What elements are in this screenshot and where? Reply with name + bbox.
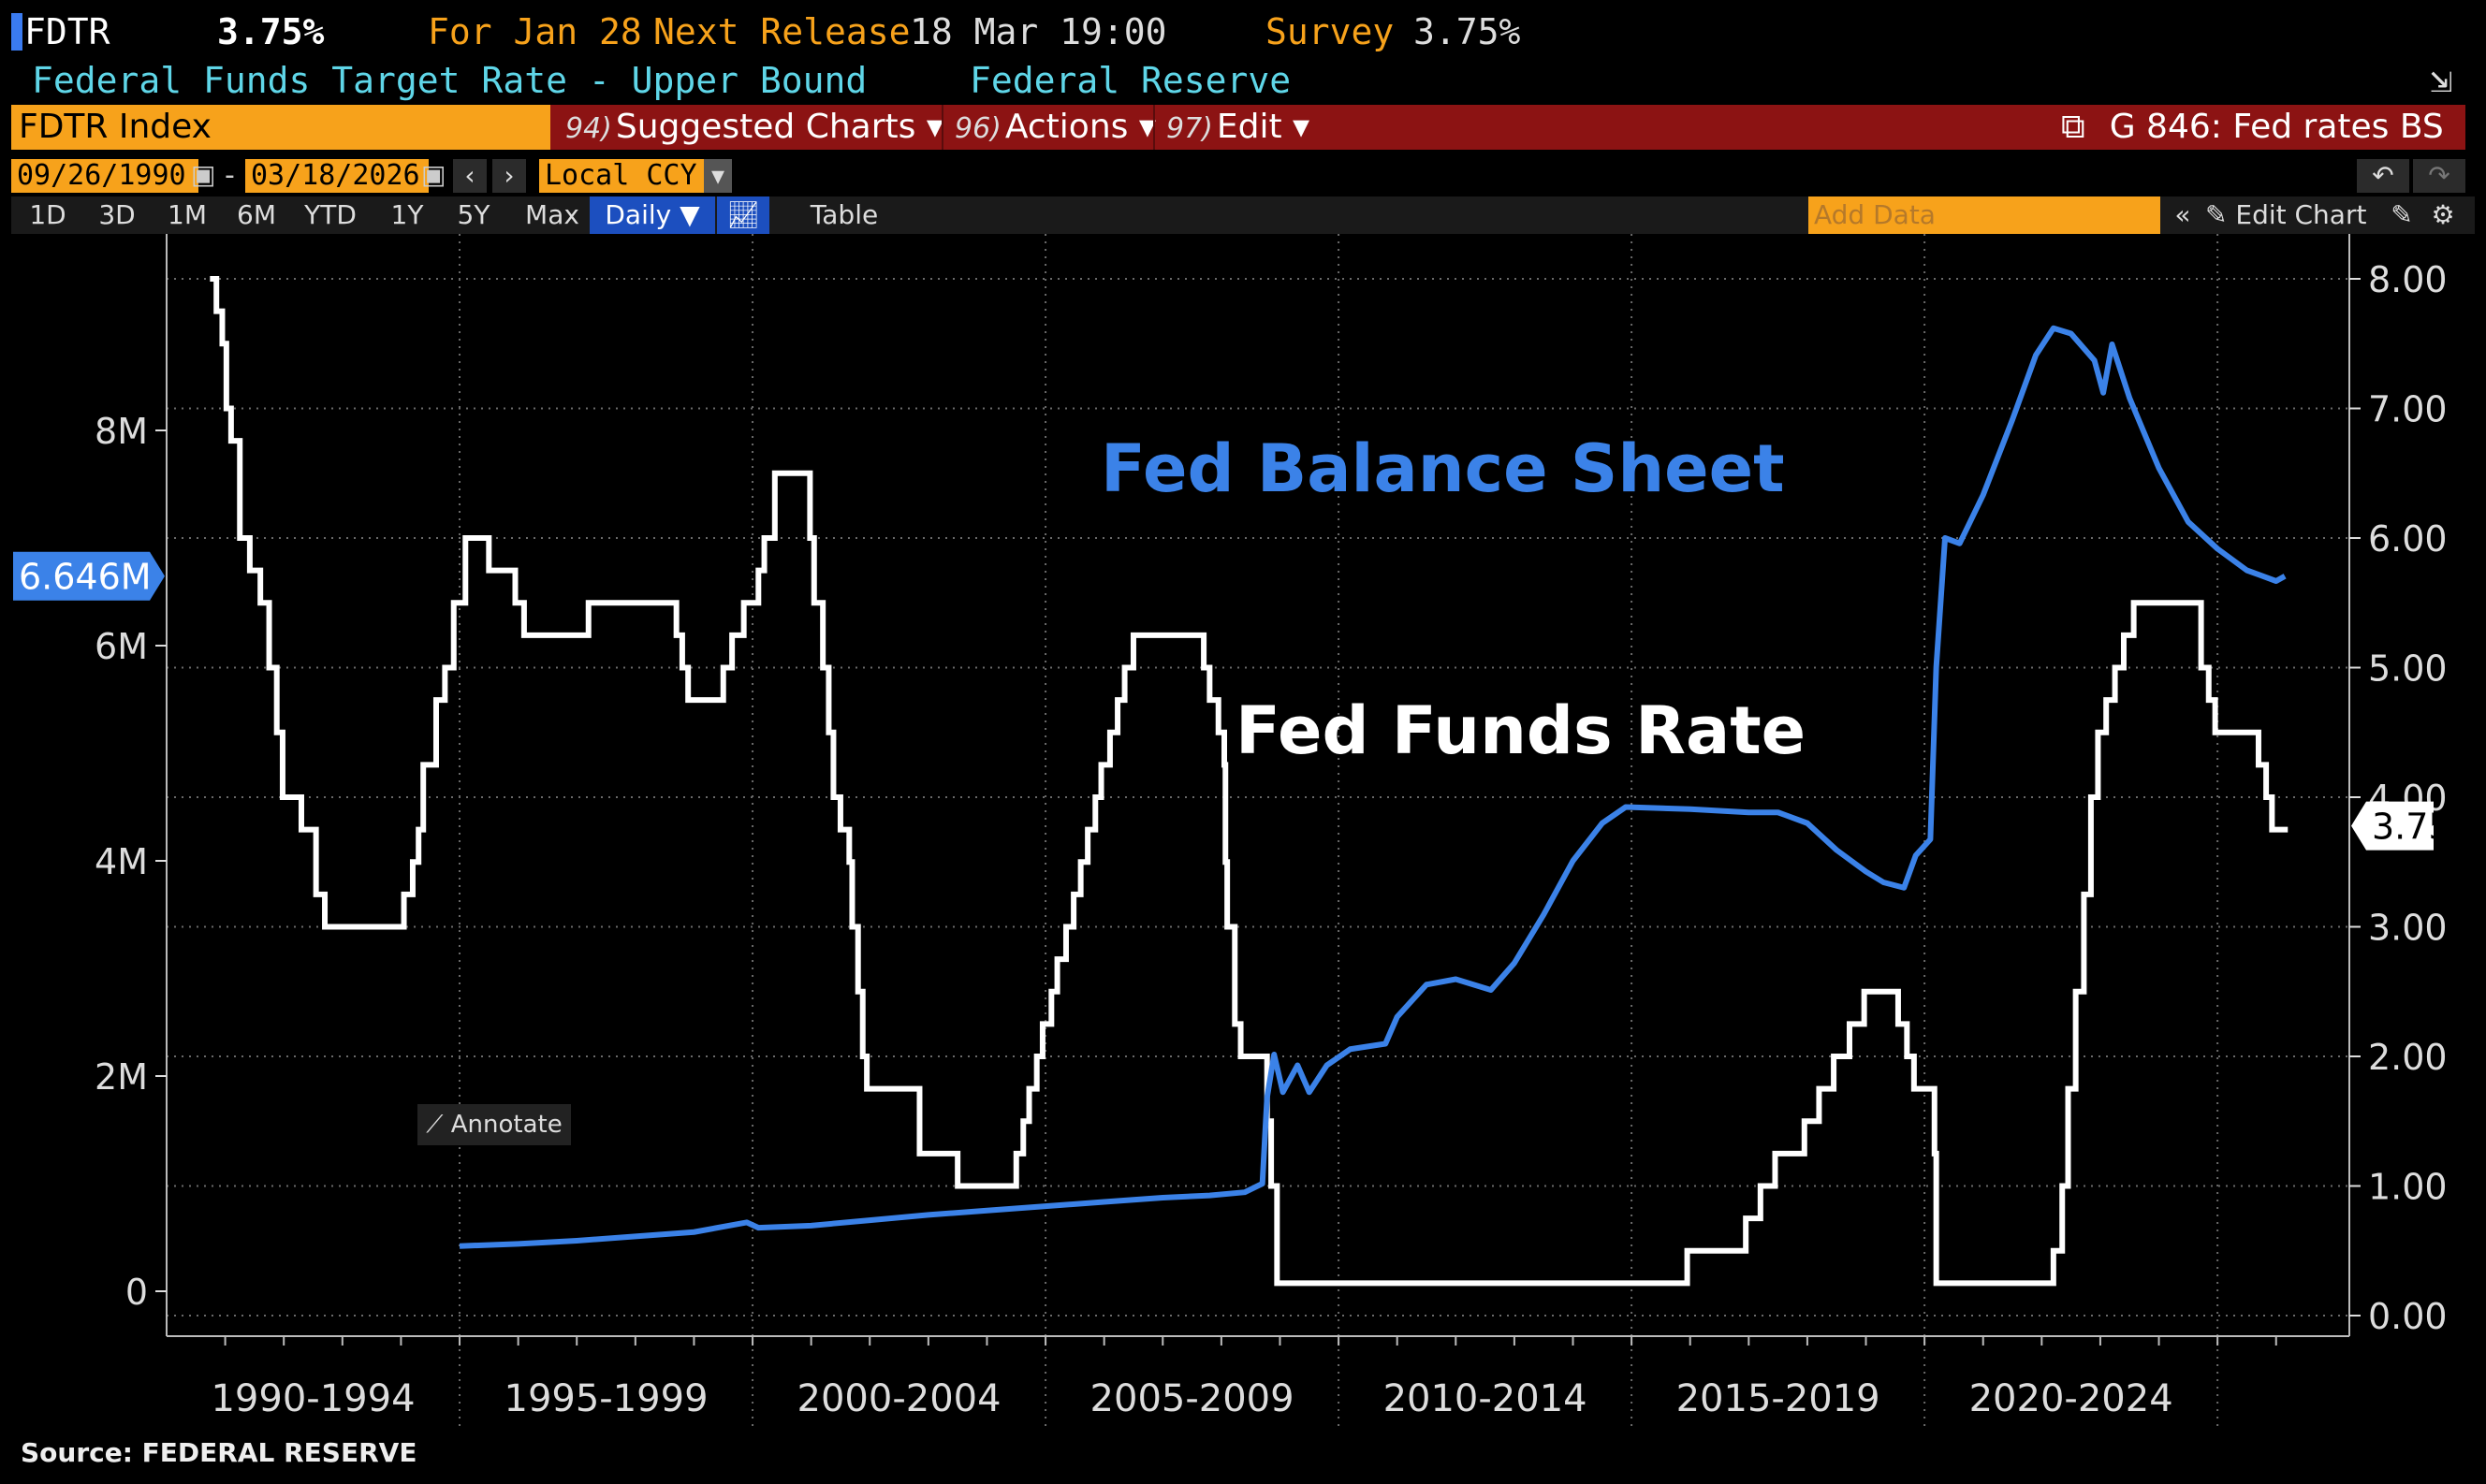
rate-last-value: 3.75 [2372,807,2451,848]
currency-select[interactable]: Local CCY [539,159,709,193]
actions-menu[interactable]: 96) Actions ▾ [942,105,1156,150]
edit-menu[interactable]: 97) Edit ▾ [1153,105,1309,150]
redo-icon[interactable]: ↷ [2413,159,2465,193]
suggested-label: Suggested Charts ▾ [615,108,943,146]
edit-series-icon[interactable]: ✎ [2391,199,2413,230]
period-5y[interactable]: 5Y [457,199,490,230]
security-description: Federal Funds Target Rate - Upper Bound [32,60,868,101]
chart-grid [167,234,2349,1430]
left-tick-label: 6M [95,626,148,667]
left-tick-label: 4M [95,841,148,882]
x-tick-label: 1990-1994 [211,1377,415,1420]
security-field[interactable]: FDTR Index [11,105,550,150]
source-organization: Federal Reserve [970,60,1292,101]
expand-icon[interactable]: ⇲ [2430,58,2453,101]
x-tick-label: 2020-2024 [1969,1377,2173,1420]
next-release-value: 18 Mar 19:00 [910,11,1167,52]
end-date-field[interactable]: 03/18/2026 [245,159,429,193]
survey-label: Survey [1265,11,1395,52]
ticker[interactable]: FDTR [24,11,110,52]
period-6m[interactable]: 6M [237,199,276,230]
x-tick-label: 2005-2009 [1090,1377,1294,1420]
period-1d[interactable]: 1D [29,199,66,230]
balance-last-value: 6.646M [19,557,152,598]
fed-funds-annotation: Fed Funds Rate [1236,692,1806,769]
right-tick-label: 2.00 [2368,1037,2448,1078]
pencil-icon: ✎ [2205,199,2236,230]
table-button[interactable]: Table [810,199,879,230]
edit-chart-label: Edit Chart [2235,199,2367,230]
right-tick-label: 8.00 [2368,259,2448,300]
currency-dropdown-icon[interactable]: ▾ [704,159,732,193]
actions-num: 96) [955,112,1002,145]
right-tick-label: 5.00 [2368,648,2448,690]
annotate-label: Annotate [450,1111,563,1139]
actions-label: Actions ▾ [1004,108,1156,146]
period-1y[interactable]: 1Y [390,199,424,230]
prev-arrow-icon[interactable]: ‹ [453,159,487,193]
ticker-marker [11,13,22,51]
balance-last-value-tag [13,551,165,601]
right-tick-label: 1.00 [2368,1167,2448,1208]
right-tick-label: 6.00 [2368,518,2448,560]
end-calendar-icon[interactable]: ▣ [421,159,446,190]
chart-labels: 0.001.002.003.004.005.006.007.008.0002M4… [13,259,2451,1420]
x-tick-label: 2000-2004 [797,1377,1002,1420]
edit-num: 97) [1166,112,1213,145]
undo-icon[interactable]: ↶ [2357,159,2409,193]
suggested-charts-menu[interactable]: 94) Suggested Charts ▾ [565,105,943,150]
command-toolbar: FDTR Index 94) Suggested Charts ▾ 96) Acti… [11,105,2465,150]
annotate-button[interactable]: ⟋ Annotate [417,1104,571,1145]
right-tick-label: 0.00 [2368,1296,2448,1337]
edit-chart-button[interactable]: ✎ Edit Chart [2205,196,2366,234]
period-toolbar: 1D 3D 1M 6M YTD 1Y 5Y Max Daily ▼ 📈︎ Tab… [11,196,2475,234]
period-1m[interactable]: 1M [168,199,207,230]
frequency-select[interactable]: Daily ▼ [590,196,715,234]
fed-balance-sheet-line [459,325,2287,1249]
x-tick-label: 2015-2019 [1676,1377,1880,1420]
external-link-icon[interactable]: ⧉ [2061,108,2085,146]
chart-axes [155,234,2361,1346]
header-line-1: FDTR 3.75% For Jan 28 Next Release 18 Ma… [11,7,2445,60]
x-tick-label: 2010-2014 [1383,1377,1587,1420]
add-data-input[interactable]: Add Data [1808,196,2160,234]
chart-id[interactable]: ⧉ G 846: Fed rates BS [2061,105,2444,150]
fed-funds-rate-line [210,276,2289,1287]
for-date: For Jan 28 [428,11,642,52]
edit-label: Edit ▾ [1216,108,1310,146]
date-separator: - [225,159,235,192]
period-max[interactable]: Max [525,199,579,230]
chart-series [210,276,2289,1287]
left-tick-label: 8M [95,411,148,452]
collapse-icon[interactable]: « [2174,199,2191,230]
header-line-2: Federal Funds Target Rate - Upper Bound … [11,58,2452,105]
left-tick-label: 0 [125,1272,148,1313]
pencil-icon: ⟋ [426,1111,451,1139]
next-release-label: Next Release [653,11,911,52]
right-tick-label: 3.00 [2368,908,2448,949]
suggested-num: 94) [565,112,612,145]
start-date-field[interactable]: 09/26/1990 [11,159,198,193]
chart-id-label: G 846: Fed rates BS [2109,108,2444,146]
survey-value: 3.75% [1413,11,1521,52]
settings-gear-icon[interactable]: ⚙ [2431,199,2455,230]
x-tick-label: 1995-1999 [505,1377,709,1420]
period-ytd[interactable]: YTD [304,199,357,230]
source-note: Source: FEDERAL RESERVE [21,1437,417,1468]
line-chart-icon[interactable]: 📈︎ [717,196,769,234]
period-3d[interactable]: 3D [98,199,136,230]
left-tick-label: 2M [95,1056,148,1098]
right-tick-label: 7.00 [2368,389,2448,430]
balance-sheet-annotation: Fed Balance Sheet [1101,430,1785,507]
last-value: 3.75% [217,11,325,52]
start-calendar-icon[interactable]: ▣ [191,159,216,190]
rate-last-value-tag [2351,801,2434,851]
next-arrow-icon[interactable]: › [492,159,526,193]
